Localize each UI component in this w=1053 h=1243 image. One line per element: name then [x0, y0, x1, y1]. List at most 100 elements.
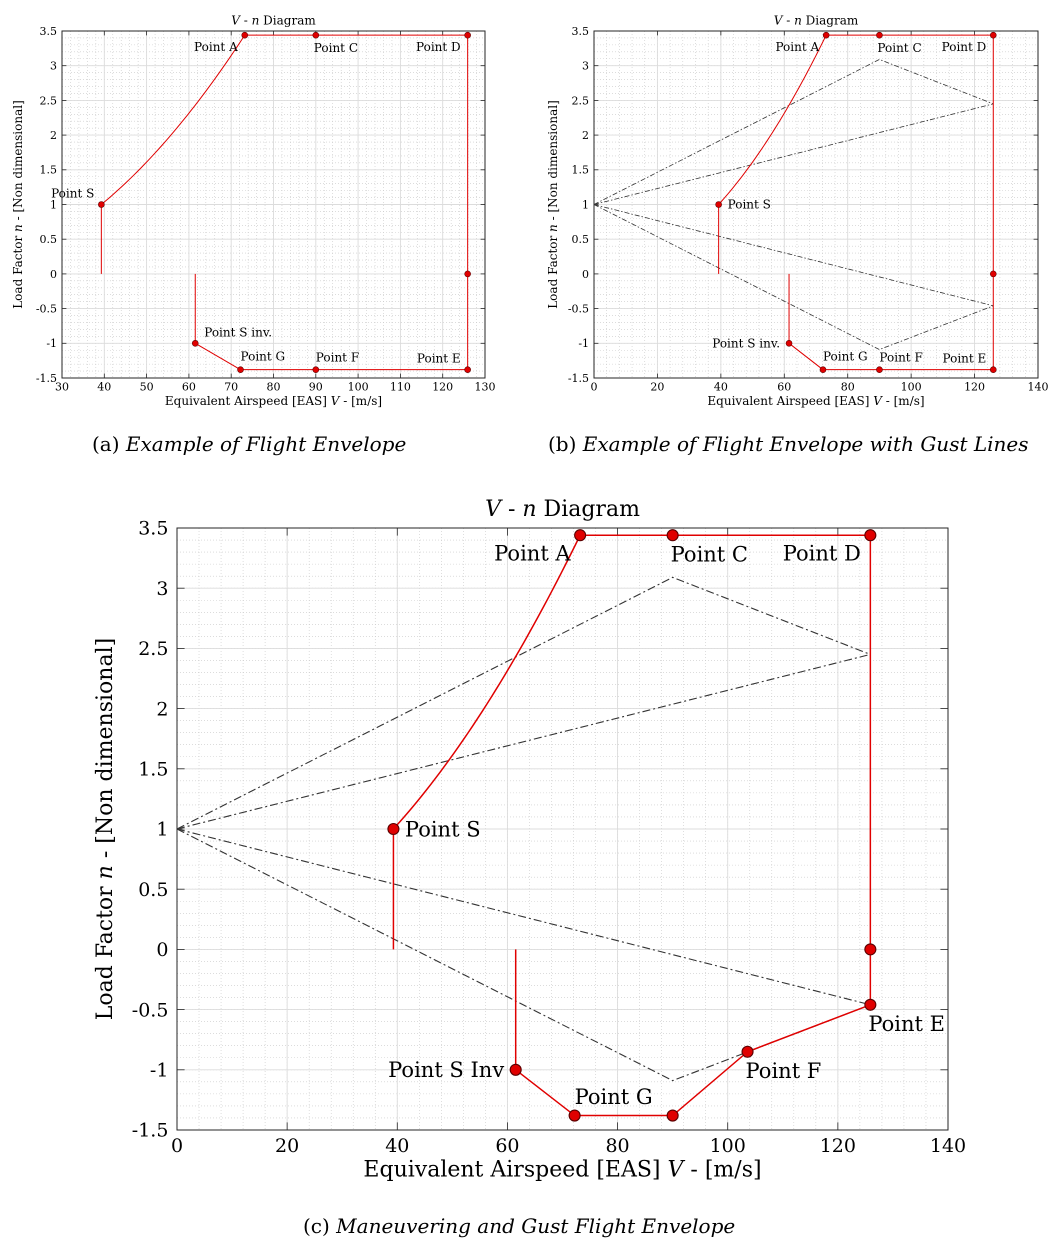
x-tick-label: 70: [224, 381, 238, 394]
caption-a: (a) Example of Flight Envelope: [92, 432, 406, 456]
y-tick-label: 0.5: [138, 879, 168, 901]
data-point: [191, 340, 199, 347]
data-point: [464, 366, 471, 373]
x-tick-label: 120: [432, 381, 453, 394]
caption-a-text: Example of Flight Envelope: [125, 432, 407, 456]
x-tick-label: 20: [275, 1135, 299, 1157]
x-tick-label: 130: [475, 381, 496, 394]
data-point: [464, 31, 471, 39]
y-axis-label: Load Factor n - [Non dimensional]: [93, 638, 118, 1020]
gust-line: [176, 828, 871, 1082]
y-tick-label: -1.5: [568, 372, 589, 385]
y-tick-label: 2.5: [572, 94, 590, 107]
caption-c: (c) Maneuvering and Gust Flight Envelope: [303, 1214, 735, 1238]
caption-b-text: Example of Flight Envelope with Gust Lin…: [582, 432, 1029, 456]
y-tick-label: -1: [578, 337, 589, 350]
y-tick-label: 3: [582, 60, 589, 73]
x-tick-label: 100: [348, 381, 369, 394]
data-point: [990, 366, 997, 373]
point-label: Point F: [746, 1059, 822, 1083]
y-tick-label: 3.5: [572, 25, 590, 38]
data-point: [876, 366, 883, 373]
gust-line: [176, 576, 871, 830]
y-tick-label: 0: [50, 268, 57, 281]
caption-b-tag: (b): [548, 432, 577, 456]
chart-c: 0 20 40 60 80 100 120 140 -1.5 -1 -0.5 0 0.5 1 1.5 2 2.5…: [93, 497, 966, 1183]
x-tick-label: 110: [390, 381, 411, 394]
data-point: [666, 529, 679, 542]
point-label: Point G: [575, 1085, 653, 1109]
y-axis-label: Load Factor n - [Non dimensional]: [546, 100, 560, 309]
x-tick-label: 40: [385, 1135, 409, 1157]
y-tick-label: 0.5: [572, 233, 590, 246]
data-point: [864, 529, 877, 542]
y-tick-label: 1: [582, 198, 589, 211]
gust-line: [176, 828, 871, 1006]
x-tick-label: 140: [930, 1135, 966, 1157]
y-tick-label: 2.5: [138, 638, 168, 660]
point-label: Point E: [417, 352, 461, 366]
point-label: Point G: [823, 350, 868, 364]
gust-line: [593, 59, 994, 205]
point-label: Point S: [405, 817, 481, 841]
data-point: [574, 529, 587, 542]
y-tick-label: 2: [582, 129, 589, 142]
point-label: Point A: [775, 40, 819, 54]
x-tick-label: 80: [605, 1135, 629, 1157]
major-grid: [61, 30, 486, 379]
y-tick-label: 1.5: [138, 758, 168, 780]
y-tick-label: -0.5: [568, 302, 589, 315]
gust-line: [593, 204, 994, 350]
y-tick-label: -1: [46, 337, 57, 350]
chart-title: V - n Diagram: [774, 13, 859, 27]
point-label: Point D: [942, 40, 987, 54]
point-label: Point S Inv: [388, 1058, 504, 1082]
y-tick-label: -1.5: [36, 372, 57, 385]
envelope-stall-positive: [392, 534, 581, 830]
y-tick-label: 2.5: [40, 94, 58, 107]
x-tick-label: 100: [901, 381, 922, 394]
x-tick-label: 0: [171, 1135, 183, 1157]
y-tick-label: 3.5: [40, 25, 58, 38]
data-point: [312, 366, 320, 373]
chart-title: V - n Diagram: [231, 13, 316, 27]
caption-c-text: Maneuvering and Gust Flight Envelope: [336, 1214, 736, 1238]
y-tick-label: 3: [156, 578, 168, 600]
point-label: Point G: [241, 350, 286, 364]
x-tick-label: 20: [650, 381, 664, 394]
caption-a-tag: (a): [92, 432, 120, 456]
y-tick-label: 3.5: [138, 518, 168, 540]
point-label: Point D: [416, 40, 461, 54]
data-point: [464, 270, 471, 278]
y-tick-label: 0: [582, 268, 589, 281]
point-label: Point S inv.: [204, 325, 272, 339]
x-tick-label: 80: [267, 381, 281, 394]
x-tick-label: 50: [140, 381, 154, 394]
y-tick-label: 1.5: [40, 164, 58, 177]
chart-b: 0 20 40 60 80 100 120 140 -1.5 -1 -0.5 0 0.5 1 1.5 2 2.5…: [546, 13, 1049, 408]
point-label: Point F: [879, 351, 922, 365]
x-tick-label: 80: [841, 381, 855, 394]
data-point: [864, 943, 877, 956]
envelope-stall-negative: [788, 342, 824, 371]
x-tick-label: 60: [495, 1135, 519, 1157]
point-label: Point E: [868, 1012, 945, 1036]
point-label: Point C: [314, 41, 358, 55]
x-tick-label: 60: [182, 381, 196, 394]
chart-title: V - n Diagram: [485, 497, 640, 522]
y-axis-label: Load Factor n - [Non dimensional]: [11, 100, 25, 309]
point-label: Point D: [783, 541, 861, 565]
gust-line: [593, 204, 994, 307]
point-label: Point C: [671, 543, 748, 567]
y-tick-label: -1: [150, 1059, 169, 1081]
y-tick-label: 0.5: [40, 233, 58, 246]
chart-a: 30 40 50 60 70 80 90 100 110 120 130 -1.5 -1 -0.5 0 0.5…: [11, 13, 496, 408]
y-tick-label: 0: [156, 939, 168, 961]
x-axis-label: Equivalent Airspeed [EAS] V - [m/s]: [363, 1158, 761, 1183]
point-label: Point A: [194, 40, 238, 54]
data-point: [785, 340, 793, 347]
gust-line: [176, 653, 871, 830]
data-point: [568, 1109, 581, 1122]
data-point: [312, 31, 320, 39]
